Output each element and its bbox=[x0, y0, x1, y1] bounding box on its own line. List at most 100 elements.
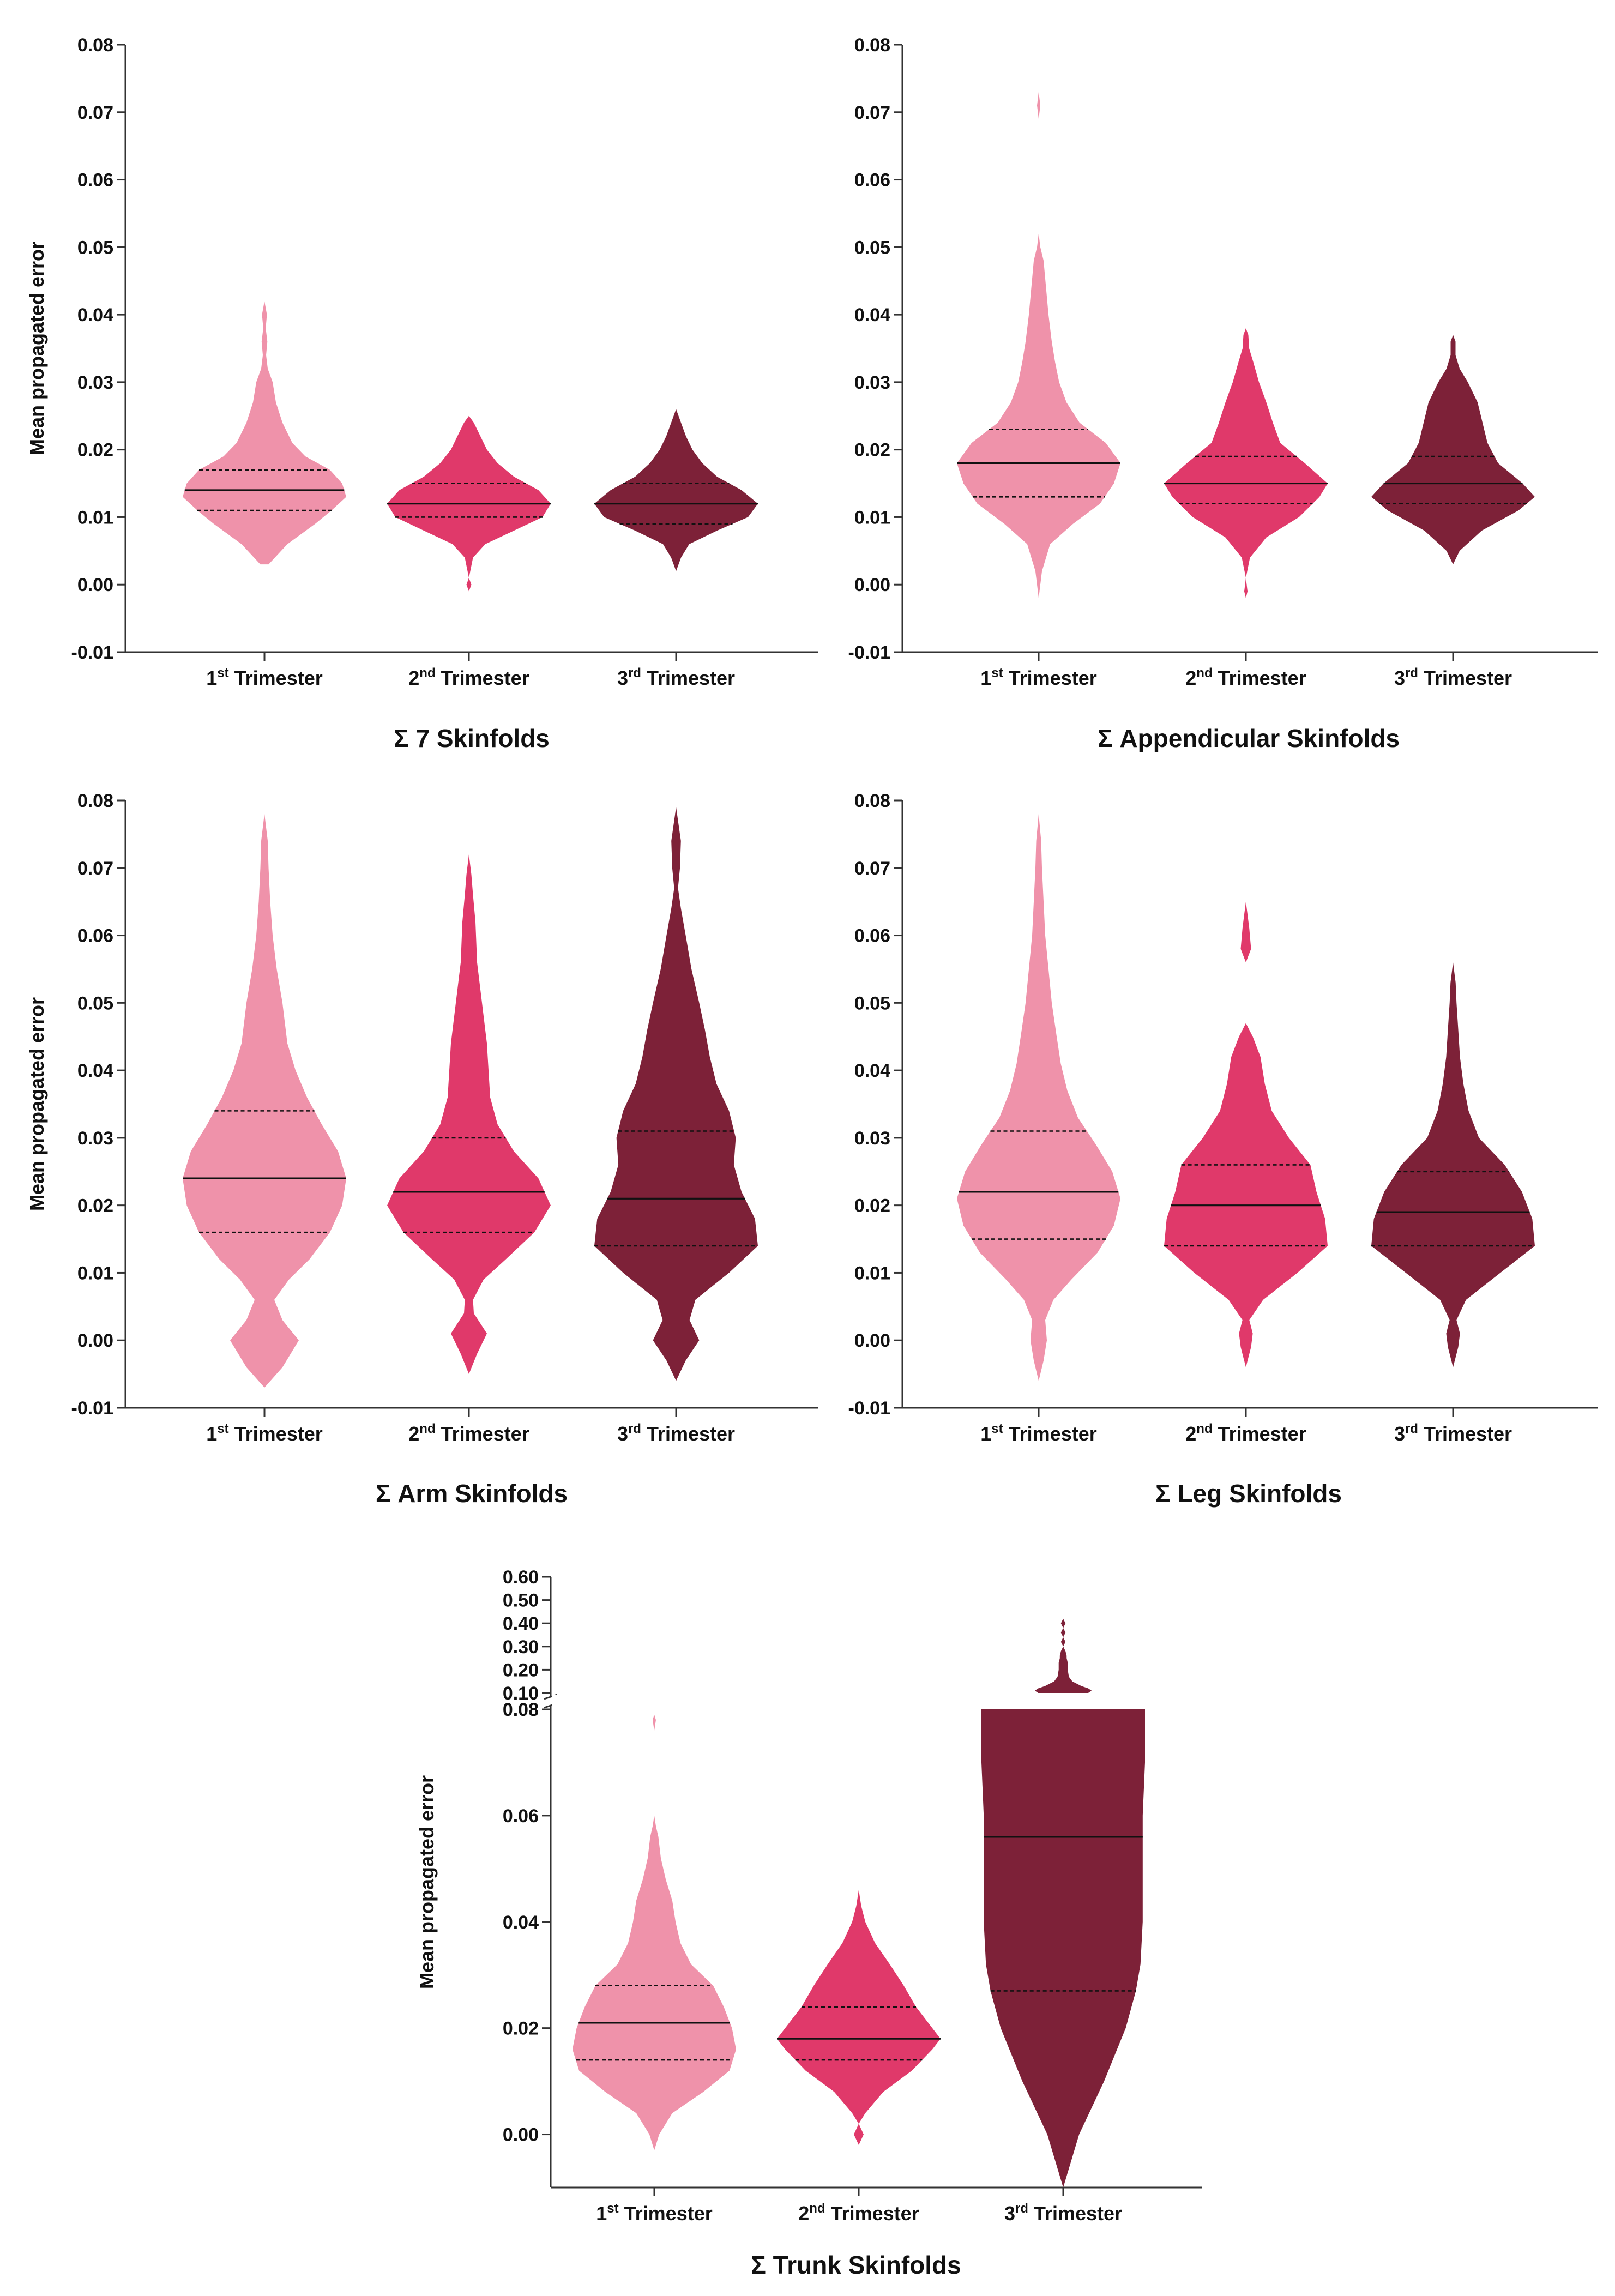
x-tick-label-number: 3 bbox=[1004, 2202, 1015, 2225]
x-tick-label-second-trimester: 2nd Trimester bbox=[1185, 666, 1306, 689]
y-tick-label: 0.07 bbox=[854, 858, 890, 879]
y-tick-label: 0.30 bbox=[503, 1637, 539, 1658]
violin-third-trimester bbox=[1371, 962, 1535, 1367]
x-tick-label-suffix: nd bbox=[419, 1421, 435, 1436]
x-tick-label-word: Trimester bbox=[1213, 667, 1306, 689]
y-tick-label: 0.07 bbox=[854, 103, 890, 123]
y-tick-label: 0.04 bbox=[503, 1912, 539, 1933]
x-tick-label-number: 2 bbox=[408, 1423, 419, 1445]
x-tick-label-word: Trimester bbox=[619, 2202, 713, 2225]
violin-first-trimester bbox=[183, 301, 346, 565]
x-tick-label-suffix: st bbox=[217, 666, 228, 680]
violin-third-trimester bbox=[594, 409, 758, 571]
y-tick-label: 0.00 bbox=[77, 575, 113, 595]
violin-first-trimester bbox=[957, 92, 1120, 599]
panel-title: Σ 7 Skinfolds bbox=[394, 724, 550, 752]
y-tick-label: 0.50 bbox=[503, 1590, 539, 1611]
x-tick-label-number: 1 bbox=[980, 667, 991, 689]
y-tick-label: 0.03 bbox=[77, 372, 113, 393]
x-tick-label-word: Trimester bbox=[1028, 2202, 1122, 2225]
x-tick-label-suffix: st bbox=[217, 1421, 228, 1436]
x-tick-label-first-trimester: 1st Trimester bbox=[980, 666, 1096, 689]
x-tick-label-word: Trimester bbox=[1213, 1423, 1306, 1445]
y-tick-label: -0.01 bbox=[848, 642, 891, 663]
x-tick-label-second-trimester: 2nd Trimester bbox=[1185, 1421, 1306, 1445]
violin-second-trimester bbox=[1164, 901, 1328, 1367]
x-tick-label-suffix: rd bbox=[1405, 666, 1418, 680]
x-tick-label-word: Trimester bbox=[229, 667, 323, 689]
x-tick-label-suffix: rd bbox=[1405, 1421, 1418, 1436]
y-tick-label: 0.05 bbox=[854, 237, 890, 258]
y-tick-label: 0.05 bbox=[77, 237, 113, 258]
y-tick-label: 0.00 bbox=[854, 1330, 890, 1351]
x-tick-label-word: Trimester bbox=[825, 2202, 919, 2225]
y-tick-label: 0.00 bbox=[77, 1330, 113, 1351]
y-tick-label: -0.01 bbox=[848, 1398, 891, 1419]
y-tick-label: 0.08 bbox=[77, 791, 113, 811]
y-tick-label: 0.03 bbox=[854, 372, 890, 393]
y-tick-label: 0.05 bbox=[77, 993, 113, 1014]
panel-2: -0.01 0.00 0.01 0.02 0.03 0.04 0.05 0.06 0.07 0.0… bbox=[848, 35, 1598, 752]
x-tick-label-suffix: rd bbox=[628, 666, 641, 680]
x-tick-label-number: 3 bbox=[1394, 667, 1405, 689]
y-tick-label: 0.08 bbox=[503, 1700, 539, 1720]
x-tick-label-word: Trimester bbox=[1003, 1423, 1097, 1445]
y-tick-label: -0.01 bbox=[71, 1398, 114, 1419]
x-tick-label-third-trimester: 3rd Trimester bbox=[1394, 1421, 1512, 1445]
x-tick-label-number: 3 bbox=[617, 1423, 628, 1445]
x-tick-label-number: 2 bbox=[1185, 1423, 1196, 1445]
y-tick-label: 0.00 bbox=[503, 2125, 539, 2146]
y-tick-label: 0.01 bbox=[77, 507, 113, 528]
x-tick-label-suffix: st bbox=[607, 2201, 618, 2216]
panel-4: -0.01 0.00 0.01 0.02 0.03 0.04 0.05 0.06 0.07 0.0… bbox=[848, 791, 1598, 1508]
violin-third-trimester-upper bbox=[1034, 1618, 1092, 1693]
y-tick-label: 0.02 bbox=[77, 1196, 113, 1216]
x-tick-label-word: Trimester bbox=[436, 667, 529, 689]
x-tick-label-word: Trimester bbox=[1418, 667, 1512, 689]
y-axis-title: Mean propagated error bbox=[415, 1775, 438, 1989]
x-tick-label-word: Trimester bbox=[229, 1423, 323, 1445]
y-tick-label: 0.01 bbox=[77, 1263, 113, 1283]
x-tick-label-suffix: nd bbox=[1196, 666, 1212, 680]
x-tick-label-first-trimester: 1st Trimester bbox=[206, 666, 322, 689]
x-tick-label-suffix: rd bbox=[628, 1421, 641, 1436]
y-tick-label: 0.04 bbox=[854, 305, 890, 326]
x-tick-label-number: 1 bbox=[206, 667, 217, 689]
x-tick-label-number: 1 bbox=[980, 1423, 991, 1445]
x-tick-label-word: Trimester bbox=[436, 1423, 529, 1445]
y-tick-label: 0.10 bbox=[503, 1683, 539, 1704]
panel-5: 0.00 0.02 0.04 0.06 0.080.10 0.200.30 0.400.50… bbox=[415, 1567, 1203, 2279]
panel-title: Σ Trunk Skinfolds bbox=[751, 2251, 961, 2279]
y-tick-label: 0.07 bbox=[77, 858, 113, 879]
x-tick-label-suffix: rd bbox=[1015, 2201, 1028, 2216]
x-tick-label-number: 3 bbox=[617, 667, 628, 689]
x-tick-label-third-trimester: 3rd Trimester bbox=[617, 666, 735, 689]
y-tick-label: 0.06 bbox=[854, 170, 890, 191]
y-axis-title: Mean propagated error bbox=[26, 997, 48, 1211]
x-tick-label-word: Trimester bbox=[641, 1423, 735, 1445]
panel-title: Σ Appendicular Skinfolds bbox=[1098, 724, 1400, 752]
x-tick-label-word: Trimester bbox=[1003, 667, 1097, 689]
panel-title: Σ Leg Skinfolds bbox=[1155, 1479, 1342, 1508]
y-tick-label: 0.08 bbox=[854, 791, 890, 811]
x-tick-label-suffix: st bbox=[991, 1421, 1003, 1436]
x-tick-label-second-trimester: 2nd Trimester bbox=[798, 2201, 919, 2225]
y-tick-label: 0.04 bbox=[77, 1060, 113, 1081]
x-tick-label-second-trimester: 2nd Trimester bbox=[408, 666, 529, 689]
y-tick-label: 0.04 bbox=[854, 1060, 890, 1081]
axis-break-gap bbox=[552, 1695, 1203, 1707]
x-tick-label-number: 1 bbox=[206, 1423, 217, 1445]
y-tick-label: 0.02 bbox=[77, 440, 113, 461]
x-tick-label-number: 2 bbox=[1185, 667, 1196, 689]
x-tick-label-suffix: nd bbox=[419, 666, 435, 680]
violin-second-trimester bbox=[387, 854, 551, 1375]
violin-third-trimester bbox=[594, 807, 758, 1381]
panel-3: -0.01 0.00 0.01 0.02 0.03 0.04 0.05 0.06 0.07 0.0… bbox=[26, 791, 818, 1508]
x-tick-label-third-trimester: 3rd Trimester bbox=[617, 1421, 735, 1445]
x-tick-label-number: 1 bbox=[596, 2202, 607, 2225]
x-tick-label-third-trimester: 3rd Trimester bbox=[1004, 2201, 1122, 2225]
x-tick-label-first-trimester: 1st Trimester bbox=[980, 1421, 1096, 1445]
x-tick-label-number: 3 bbox=[1394, 1423, 1405, 1445]
panel-1: -0.01 0.00 0.01 0.02 0.03 0.04 0.05 0.06 0.07 0.0… bbox=[26, 35, 818, 752]
